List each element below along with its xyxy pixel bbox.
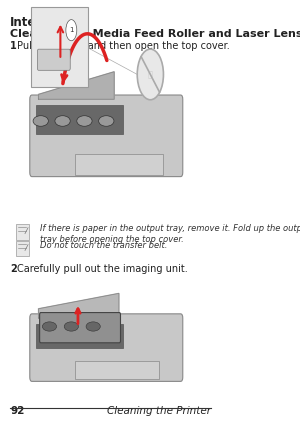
FancyBboxPatch shape (75, 154, 163, 175)
Ellipse shape (64, 322, 78, 331)
Text: Carefully pull out the imaging unit.: Carefully pull out the imaging unit. (17, 264, 188, 274)
Text: 1: 1 (10, 42, 17, 51)
Ellipse shape (77, 116, 92, 126)
FancyBboxPatch shape (31, 7, 88, 87)
Text: Do not touch the transfer belt.: Do not touch the transfer belt. (40, 241, 167, 250)
Text: If there is paper in the output tray, remove it. Fold up the output
tray before : If there is paper in the output tray, re… (40, 224, 300, 244)
FancyBboxPatch shape (36, 324, 123, 348)
Text: Cleaning the Printer: Cleaning the Printer (107, 406, 211, 416)
Polygon shape (38, 72, 114, 99)
Ellipse shape (42, 322, 57, 331)
FancyBboxPatch shape (38, 49, 70, 70)
FancyBboxPatch shape (75, 361, 159, 379)
FancyBboxPatch shape (16, 241, 29, 256)
Circle shape (66, 20, 77, 41)
Text: Pull the lever, and then open the top cover.: Pull the lever, and then open the top co… (17, 42, 230, 51)
Text: Interior: Interior (10, 16, 60, 29)
Text: 92: 92 (10, 406, 25, 416)
FancyBboxPatch shape (36, 105, 123, 134)
Ellipse shape (86, 322, 100, 331)
FancyBboxPatch shape (40, 312, 121, 343)
Circle shape (137, 49, 164, 100)
Text: 2: 2 (10, 264, 17, 274)
Ellipse shape (99, 116, 114, 126)
Polygon shape (38, 293, 119, 318)
Ellipse shape (33, 116, 48, 126)
Text: Cleaning the Media Feed Roller and Laser Lens: Cleaning the Media Feed Roller and Laser… (10, 29, 300, 39)
Text: ✋: ✋ (148, 70, 153, 79)
FancyBboxPatch shape (16, 224, 29, 240)
Ellipse shape (55, 116, 70, 126)
FancyBboxPatch shape (30, 314, 183, 381)
FancyBboxPatch shape (30, 95, 183, 177)
Text: 1: 1 (69, 27, 74, 33)
